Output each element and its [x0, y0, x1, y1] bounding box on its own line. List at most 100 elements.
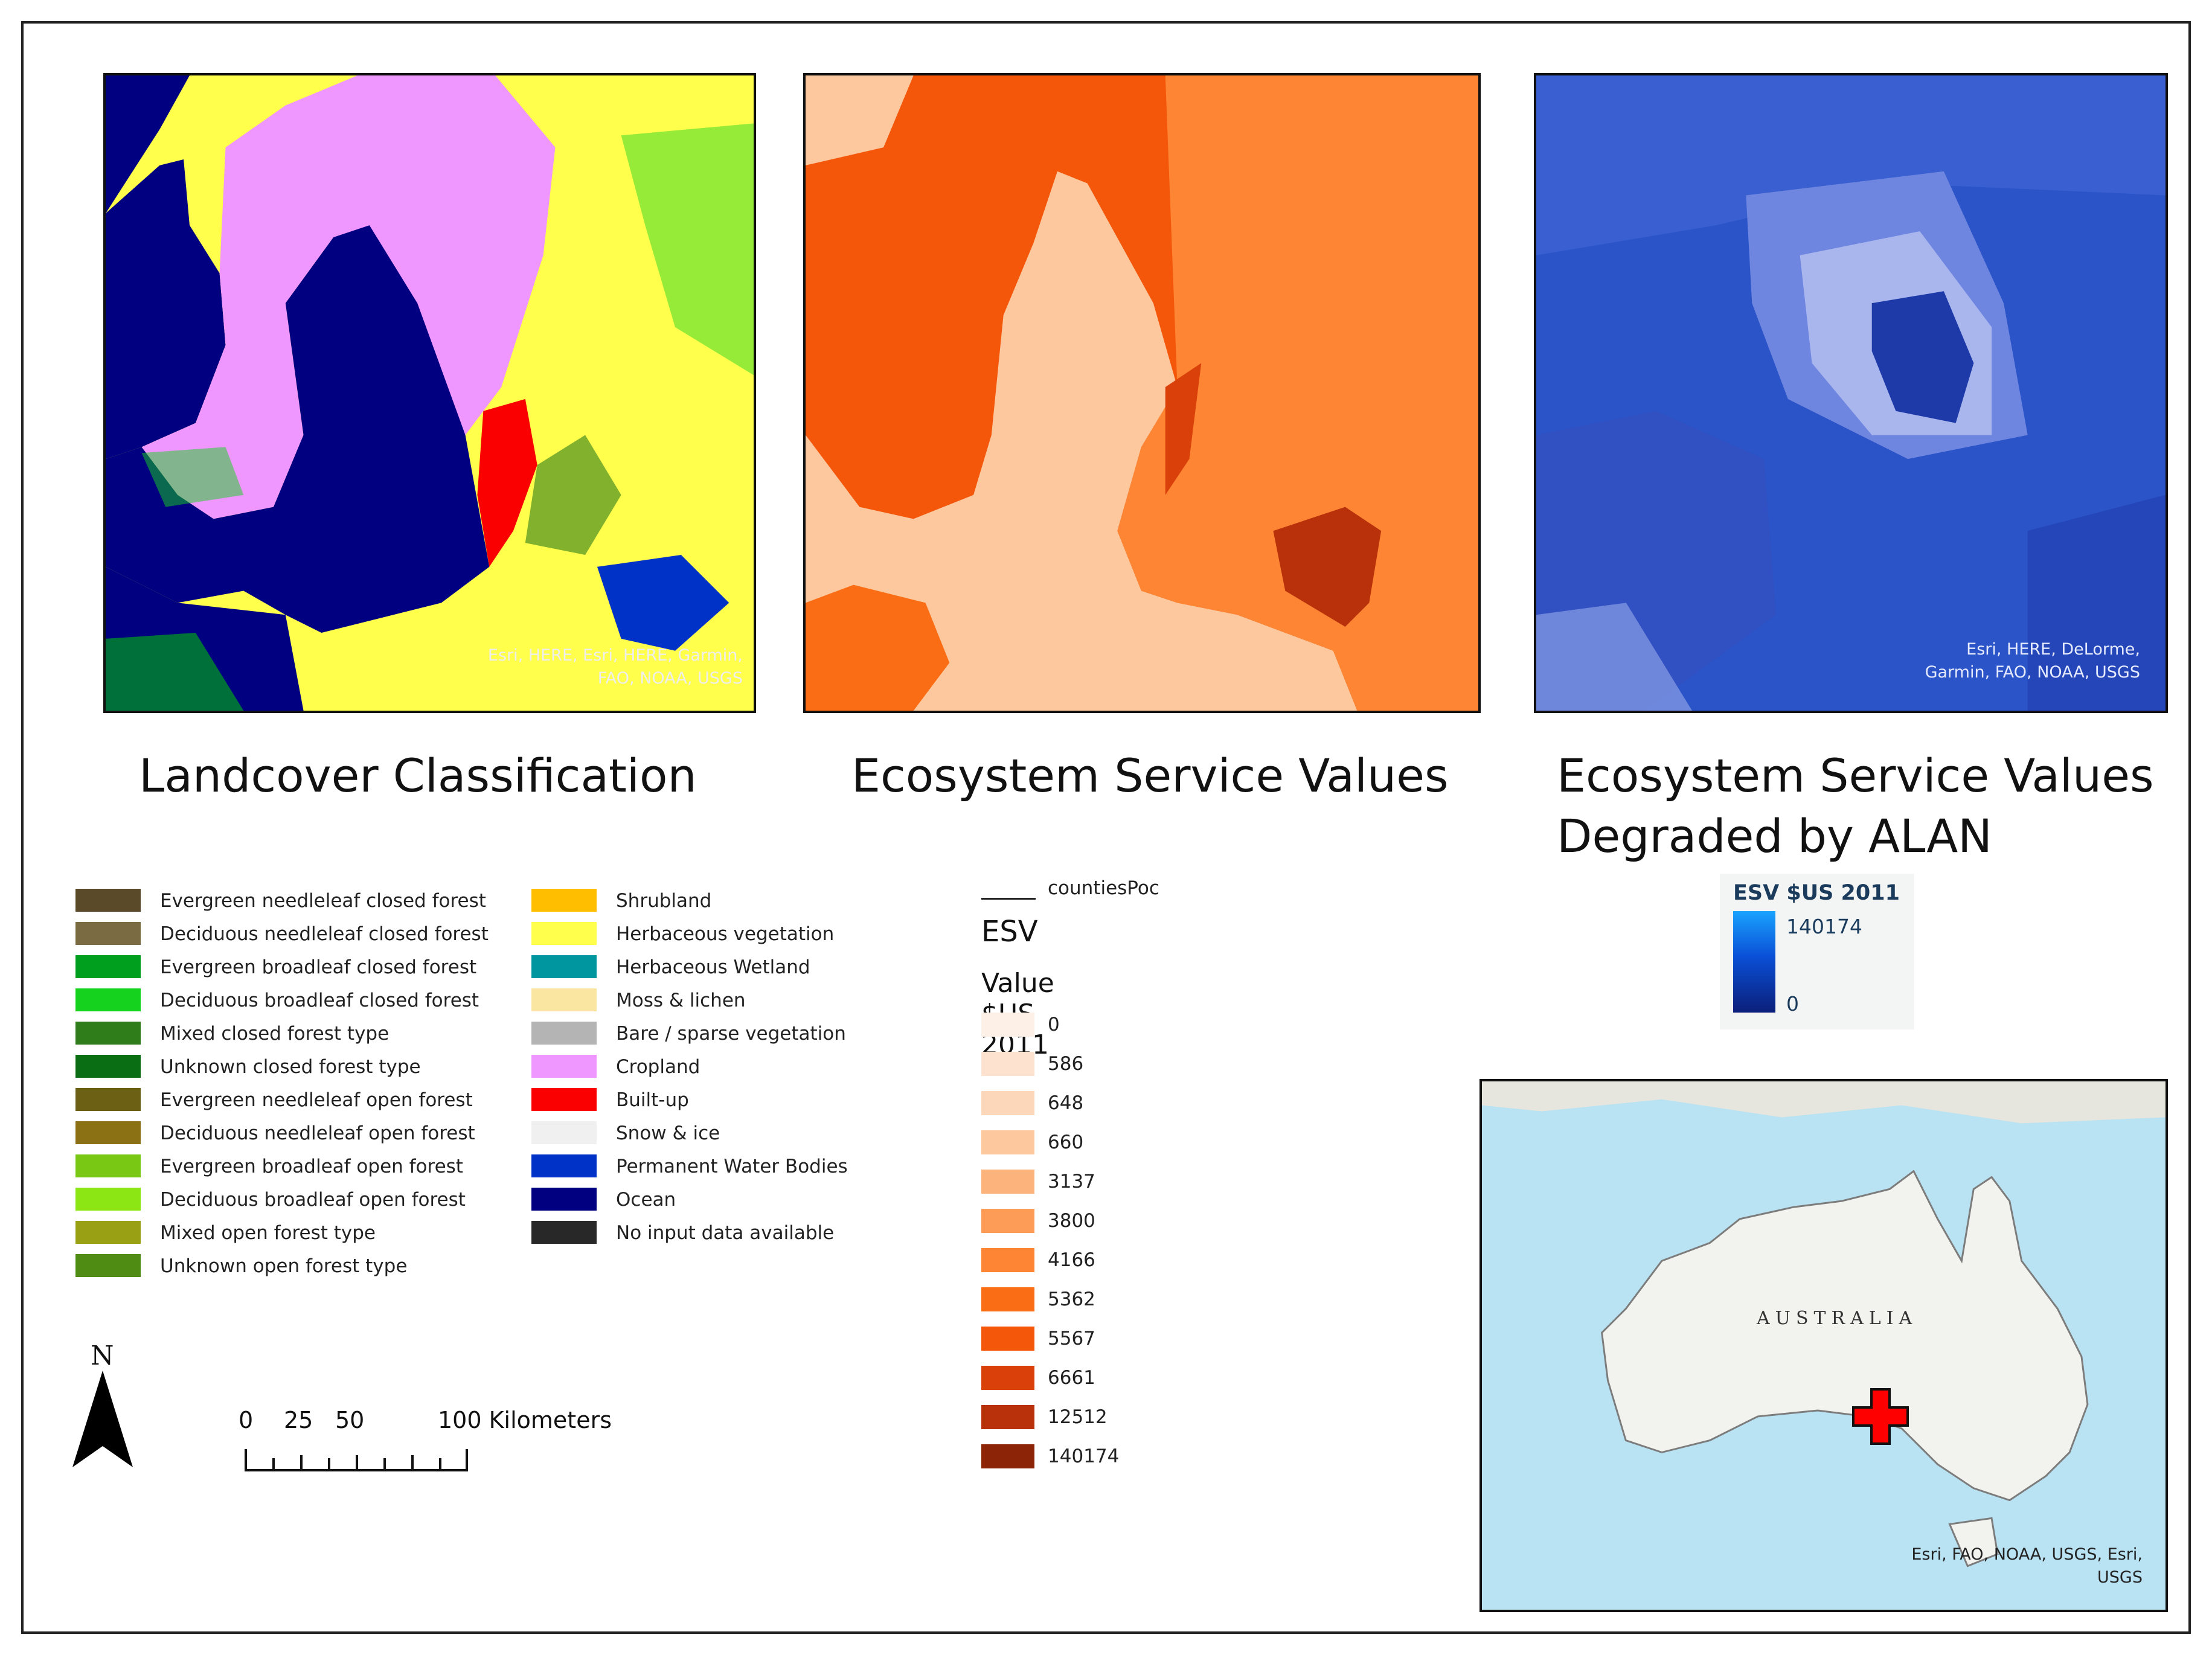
map-layout-frame [21, 21, 2191, 1634]
esv-swatch [981, 1209, 1034, 1233]
esv-swatch [981, 1091, 1034, 1115]
legend-label: Unknown closed forest type [160, 1056, 421, 1078]
legend-swatch [531, 988, 597, 1011]
legend-swatch [531, 955, 597, 978]
legend-swatch [531, 1188, 597, 1211]
legend-label: Evergreen needleleaf closed forest [160, 890, 486, 912]
legend-swatch [75, 1121, 141, 1144]
legend-label: Mixed closed forest type [160, 1023, 390, 1045]
legend-label: Ocean [616, 1189, 676, 1211]
legend-swatch [75, 1188, 141, 1211]
legend-swatch [75, 1154, 141, 1177]
legend-swatch [75, 1022, 141, 1045]
esv-map [803, 73, 1481, 713]
degraded-map-image [1536, 75, 2166, 711]
legend-swatch [75, 1221, 141, 1244]
inset-map-image [1482, 1081, 2166, 1610]
color-ramp [1733, 911, 1775, 1013]
north-label: N [91, 1340, 114, 1371]
esv-map-image [806, 75, 1478, 711]
esv-swatch [981, 1327, 1034, 1351]
landcover-attribution: Esri, HERE, Esri, HERE, Garmin, FAO, NOA… [488, 644, 743, 690]
legend-label: Bare / sparse vegetation [616, 1023, 846, 1045]
legend-swatch [75, 988, 141, 1011]
legend-label: Shrubland [616, 890, 712, 912]
legend-swatch [531, 1154, 597, 1177]
legend-label: Unknown open forest type [160, 1255, 408, 1277]
esv-class-label: 12512 [1048, 1406, 1108, 1428]
esv-class-label: 648 [1048, 1092, 1084, 1114]
layer-line-symbol [981, 898, 1036, 900]
esv-swatch [981, 1405, 1034, 1429]
legend-label: Herbaceous vegetation [616, 923, 835, 945]
landcover-map: Esri, HERE, Esri, HERE, Garmin, FAO, NOA… [103, 73, 756, 713]
esv-title: Ecosystem Service Values [851, 749, 1449, 802]
scale-tick-label: 50 [335, 1407, 365, 1433]
legend-label: Deciduous needleleaf open forest [160, 1122, 475, 1144]
attribution-line: Esri, FAO, NOAA, USGS, Esri, [1911, 1545, 2143, 1564]
legend-label: Mixed open forest type [160, 1222, 376, 1244]
legend-swatch [75, 922, 141, 945]
esv-class-label: 3137 [1048, 1171, 1095, 1192]
legend-label: Evergreen broadleaf closed forest [160, 956, 477, 978]
degraded-title-line1: Ecosystem Service Values [1557, 749, 2154, 802]
esv-swatch [981, 1366, 1034, 1390]
esv-swatch [981, 1287, 1034, 1311]
legend-label: Cropland [616, 1056, 700, 1078]
legend-label: Evergreen needleleaf open forest [160, 1089, 473, 1111]
esv-class-label: 4166 [1048, 1249, 1095, 1271]
degraded-attribution: Esri, HERE, DeLorme, Garmin, FAO, NOAA, … [1925, 638, 2140, 684]
esv-class-label: 140174 [1048, 1445, 1120, 1467]
legend-swatch [75, 1254, 141, 1277]
esv-class-label: 6661 [1048, 1367, 1095, 1389]
legend-label: Deciduous broadleaf open forest [160, 1189, 466, 1211]
australia-label: AUSTRALIA [1757, 1308, 1918, 1329]
degraded-legend: ESV $US 2011 140174 0 [1720, 874, 1914, 1029]
legend-swatch [531, 1088, 597, 1111]
legend-label: No input data available [616, 1222, 835, 1244]
legend-swatch [531, 1022, 597, 1045]
legend-swatch [531, 1055, 597, 1078]
esv-class-label: 586 [1048, 1053, 1084, 1075]
degraded-title-line2: Degraded by ALAN [1557, 809, 1993, 863]
esv-class-label: 3800 [1048, 1210, 1095, 1232]
esv-class-label: 0 [1048, 1014, 1060, 1036]
esv-class-label: 660 [1048, 1132, 1084, 1153]
degraded-legend-heading: ESV $US 2011 [1733, 881, 1900, 905]
location-marker-icon [1852, 1388, 1909, 1445]
esv-swatch [981, 1170, 1034, 1194]
legend-swatch [75, 955, 141, 978]
esv-class-label: 5362 [1048, 1288, 1095, 1310]
attribution-line: USGS [2097, 1568, 2143, 1587]
attribution-line: Esri, HERE, Esri, HERE, Garmin, [487, 646, 743, 665]
ramp-min-label: 0 [1786, 992, 1799, 1016]
esv-swatch [981, 1248, 1034, 1272]
ramp-max-label: 140174 [1786, 915, 1862, 938]
scale-bar: 0 25 50 100 Kilometers [239, 1407, 661, 1485]
legend-swatch [75, 1088, 141, 1111]
landcover-map-image [106, 75, 754, 711]
scale-tick-label: 0 [239, 1407, 254, 1433]
legend-swatch [531, 922, 597, 945]
north-arrow-icon [72, 1371, 133, 1467]
attribution-line: Garmin, FAO, NOAA, USGS [1925, 663, 2140, 682]
legend-label: Moss & lichen [616, 990, 746, 1011]
legend-label: Built-up [616, 1089, 689, 1111]
esv-swatch [981, 1130, 1034, 1154]
landcover-title: Landcover Classification [139, 749, 697, 802]
scale-tick-label: 100 Kilometers [438, 1407, 612, 1433]
attribution-line: FAO, NOAA, USGS [597, 669, 743, 688]
esv-heading: ESV [981, 915, 1038, 949]
esv-class-label: 5567 [1048, 1328, 1095, 1349]
legend-swatch [75, 889, 141, 912]
legend-label: Evergreen broadleaf open forest [160, 1156, 463, 1177]
degraded-esv-map: Esri, HERE, DeLorme, Garmin, FAO, NOAA, … [1534, 73, 2168, 713]
legend-label: Snow & ice [616, 1122, 720, 1144]
attribution-line: Esri, HERE, DeLorme, [1966, 640, 2140, 659]
legend-label: Deciduous needleleaf closed forest [160, 923, 489, 945]
legend-swatch [531, 1121, 597, 1144]
legend-label: Permanent Water Bodies [616, 1156, 848, 1177]
esv-swatch [981, 1052, 1034, 1076]
legend-swatch [75, 1055, 141, 1078]
australia-inset-map: AUSTRALIA Esri, FAO, NOAA, USGS, Esri, U… [1479, 1079, 2168, 1612]
